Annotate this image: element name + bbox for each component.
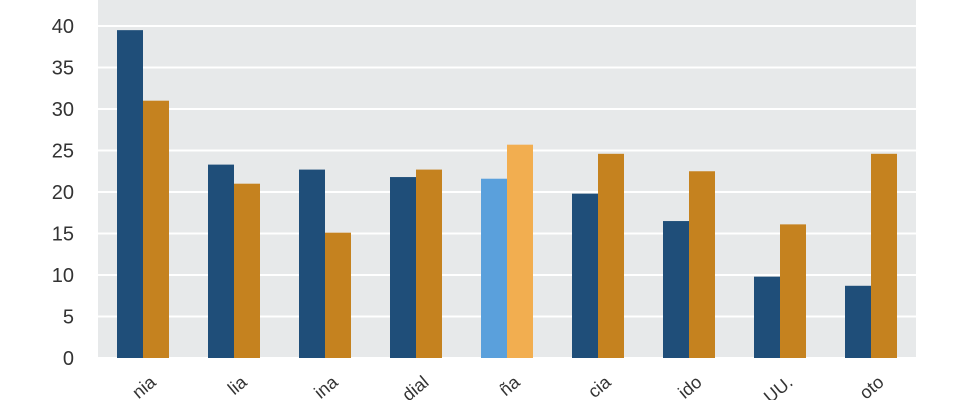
x-category-label: cia xyxy=(584,371,615,400)
bar-series2-2 xyxy=(325,232,351,358)
bar-series2-4 xyxy=(507,144,533,358)
bar-series1-0 xyxy=(117,30,143,359)
bar-series1-7 xyxy=(754,276,780,358)
bar-series1-2 xyxy=(299,169,325,358)
x-category-label: nia xyxy=(128,371,160,400)
bar-series2-1 xyxy=(234,183,260,358)
x-category-label: oto xyxy=(856,372,888,400)
y-tick-label: 15 xyxy=(52,224,74,246)
bars xyxy=(117,30,897,359)
y-tick-label: 0 xyxy=(63,348,74,370)
y-tick-label: 40 xyxy=(52,16,74,38)
bar-series2-7 xyxy=(780,224,806,358)
x-category-label: lia xyxy=(224,371,251,399)
bar-series1-8 xyxy=(845,285,871,358)
x-category-label: ido xyxy=(674,372,705,400)
bar-series1-6 xyxy=(663,221,689,358)
x-category-label: dial xyxy=(398,372,432,400)
x-category-label: ina xyxy=(310,371,342,400)
x-category-label: ña xyxy=(495,371,524,400)
bar-series2-5 xyxy=(598,153,624,358)
bar-series2-6 xyxy=(689,171,715,358)
bar-series1-4 xyxy=(481,178,507,358)
y-tick-label: 5 xyxy=(63,307,74,329)
bar-series2-0 xyxy=(143,100,169,358)
bar-series2-3 xyxy=(416,169,442,358)
y-tick-label: 35 xyxy=(52,58,74,80)
bar-series2-8 xyxy=(871,153,897,358)
x-axis-labels: nia lia ina dial ña cia ido UU. oto xyxy=(128,371,887,400)
y-tick-label: 30 xyxy=(52,99,74,121)
y-axis-ticks: 0 5 10 15 20 25 30 35 40 xyxy=(52,16,74,370)
y-tick-label: 25 xyxy=(52,141,74,163)
bar-series1-5 xyxy=(572,193,598,358)
y-tick-label: 10 xyxy=(52,265,74,287)
bar-series1-3 xyxy=(390,177,416,358)
bar-series1-1 xyxy=(208,164,234,358)
y-tick-label: 20 xyxy=(52,182,74,204)
x-category-label: UU. xyxy=(760,372,797,400)
